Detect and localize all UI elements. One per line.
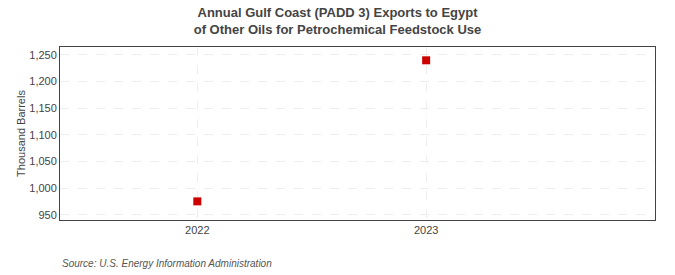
svg-text:950: 950 (38, 209, 56, 221)
svg-text:2023: 2023 (414, 224, 438, 236)
svg-text:Annual Gulf Coast (PADD 3) Exp: Annual Gulf Coast (PADD 3) Exports to Eg… (194, 5, 482, 37)
svg-text:Source: U.S. Energy Informatio: Source: U.S. Energy Information Administ… (62, 258, 272, 269)
svg-text:Thousand Barrels: Thousand Barrels (15, 90, 27, 177)
svg-text:1,250: 1,250 (29, 49, 57, 61)
svg-text:1,150: 1,150 (29, 102, 57, 114)
svg-text:1,200: 1,200 (29, 75, 57, 87)
svg-text:1,100: 1,100 (29, 129, 57, 141)
svg-text:1,000: 1,000 (29, 182, 57, 194)
svg-text:1,050: 1,050 (29, 155, 57, 167)
svg-text:2022: 2022 (185, 224, 209, 236)
